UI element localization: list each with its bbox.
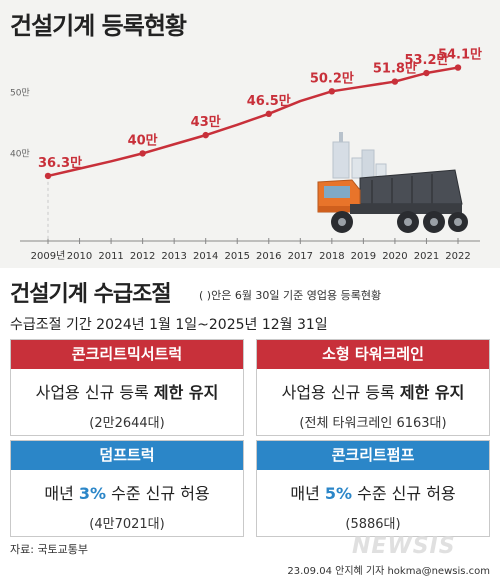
card-main: 사업용 신규 등록 제한 유지 <box>35 383 219 402</box>
x-tick-label: 2018 <box>319 251 344 262</box>
data-label: 53.2만 <box>404 52 448 68</box>
x-tick-label: 2020 <box>382 251 407 262</box>
series-line <box>47 66 459 178</box>
chart-title: 건설기계 등록현황 <box>10 12 187 40</box>
card-header: 덤프트럭 <box>11 441 243 470</box>
data-label: 46.5만 <box>247 93 291 109</box>
x-tick-label: 2011 <box>98 251 123 262</box>
truck-illustration <box>317 132 468 233</box>
data-label: 50.2만 <box>310 70 354 86</box>
x-tick-label: 2010 <box>67 251 92 262</box>
card-header: 소형 타워크레인 <box>257 340 489 369</box>
card-header: 콘크리트믹서트럭 <box>11 340 243 369</box>
data-label: 51.8만 <box>373 61 417 77</box>
data-point <box>139 150 146 157</box>
x-tick-label: 2016 <box>256 251 281 262</box>
card-main: 매년 3% 수준 신규 허용 <box>44 484 210 503</box>
card-sub: (전체 타워크레인 6163대) <box>299 416 447 431</box>
card-dump-truck: 덤프트럭 매년 3% 수준 신규 허용 (4만7021대) <box>10 440 244 537</box>
data-label: 54.1만 <box>438 47 482 63</box>
x-tick-label: 2021 <box>414 251 439 262</box>
data-point <box>454 64 462 71</box>
x-tick-label: 2009년 <box>31 250 66 262</box>
credit-text: 23.09.04 안지혜 기자 hokma@newsis.com <box>287 566 490 577</box>
card-main: 사업용 신규 등록 제한 유지 <box>281 383 465 402</box>
line-chart: 40만 50만 2009년 2010 2011 2012 2013 2014 2015 2016 2… <box>10 47 482 262</box>
y-tick-label: 50만 <box>10 88 30 99</box>
card-sub: (2만2644대) <box>89 416 165 431</box>
x-tick-label: 2015 <box>225 251 250 262</box>
data-label: 43만 <box>191 114 221 130</box>
card-sub: (5886대) <box>345 517 401 532</box>
y-tick-label: 40만 <box>10 148 30 159</box>
card-main: 매년 5% 수준 신규 허용 <box>290 484 456 503</box>
data-point <box>328 88 336 95</box>
data-label: 36.3만 <box>38 155 82 171</box>
card-tower-crane: 소형 타워크레인 사업용 신규 등록 제한 유지 (전체 타워크레인 6163대… <box>256 339 490 436</box>
data-point <box>202 131 209 139</box>
x-tick-label: 2017 <box>288 251 313 262</box>
x-tick-label: 2022 <box>445 251 470 262</box>
data-point <box>391 78 399 85</box>
source-text: 자료: 국토교통부 <box>10 543 89 556</box>
data-point <box>423 69 430 77</box>
data-point <box>265 110 272 118</box>
data-label: 40만 <box>128 132 158 148</box>
card-concrete-mixer: 콘크리트믹서트럭 사업용 신규 등록 제한 유지 (2만2644대) <box>10 339 244 436</box>
x-tick-label: 2012 <box>130 251 155 262</box>
period-text: 수급조절 기간 2024년 1월 1일~2025년 12월 31일 <box>10 317 328 333</box>
data-point <box>44 172 52 180</box>
x-tick-label: 2014 <box>193 251 218 262</box>
x-tick-label: 2019 <box>351 251 376 262</box>
x-tick-label: 2013 <box>161 251 186 262</box>
card-header: 콘크리트펌프 <box>257 441 489 470</box>
section-title: 건설기계 수급조절 <box>10 282 172 307</box>
card-concrete-pump: 콘크리트펌프 매년 5% 수준 신규 허용 (5886대) <box>256 440 490 537</box>
newsis-logo: NEWSIS <box>352 534 456 559</box>
card-sub: (4만7021대) <box>89 517 165 532</box>
section-note: ( )안은 6월 30일 기준 영업용 등록현황 <box>199 289 382 302</box>
